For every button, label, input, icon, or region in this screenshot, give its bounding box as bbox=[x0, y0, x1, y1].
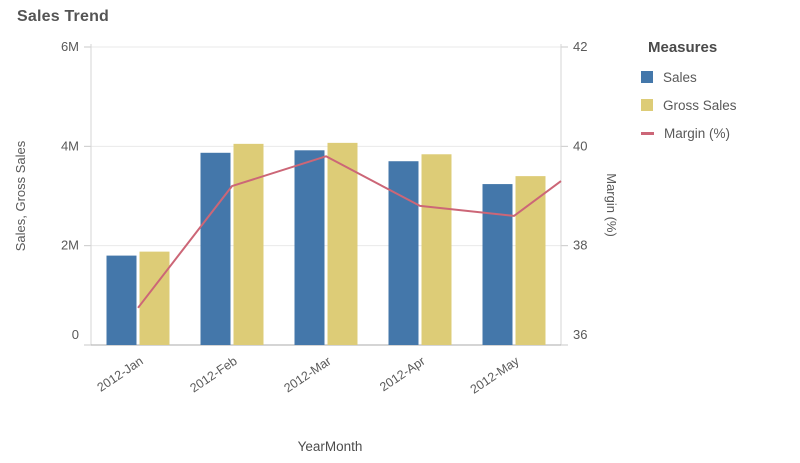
legend-item-margin[interactable]: Margin (%) bbox=[641, 125, 737, 141]
bar-sales-2012-Mar[interactable] bbox=[294, 150, 325, 345]
right-axis-tick-label: 42 bbox=[573, 39, 587, 54]
legend-item-gross-sales[interactable]: Gross Sales bbox=[641, 97, 737, 113]
left-axis-tick-label: 0 bbox=[72, 327, 79, 342]
x-tick-label-2012-Jan[interactable]: 2012-Jan bbox=[95, 354, 146, 395]
bar-sales-2012-Jan[interactable] bbox=[106, 255, 137, 345]
bar-gross-sales-2012-Feb[interactable] bbox=[233, 143, 264, 345]
right-axis-tick-label: 38 bbox=[573, 238, 587, 253]
chart-title: Sales Trend bbox=[17, 8, 110, 25]
margin-line[interactable] bbox=[137, 155, 562, 309]
bar-gross-sales-2012-May[interactable] bbox=[515, 176, 546, 345]
right-axis-title: Margin (%) bbox=[604, 173, 619, 237]
legend-label-sales: Sales bbox=[663, 69, 697, 85]
left-axis-tick-label: 4M bbox=[61, 138, 79, 153]
sales-color-swatch bbox=[641, 71, 653, 83]
bar-gross-sales-2012-Mar[interactable] bbox=[327, 142, 358, 345]
left-axis-title: Sales, Gross Sales bbox=[13, 140, 28, 251]
x-tick-label-2012-May[interactable]: 2012-May bbox=[468, 353, 523, 396]
x-tick-label-2012-Mar[interactable]: 2012-Mar bbox=[281, 354, 333, 396]
bar-sales-2012-Feb[interactable] bbox=[200, 152, 231, 345]
gross-sales-color-swatch bbox=[641, 99, 653, 111]
legend-item-sales[interactable]: Sales bbox=[641, 69, 737, 85]
left-axis-tick-label: 2M bbox=[61, 238, 79, 253]
bar-sales-2012-Apr[interactable] bbox=[388, 161, 419, 345]
legend-label-margin: Margin (%) bbox=[664, 125, 731, 141]
left-axis-tick-label: 6M bbox=[61, 39, 79, 54]
x-axis-title: YearMonth bbox=[298, 439, 363, 454]
legend: Measures Sales Gross Sales Margin (%) bbox=[641, 39, 737, 154]
legend-title: Measures bbox=[648, 39, 718, 56]
bar-sales-2012-May[interactable] bbox=[482, 184, 513, 345]
legend-label-gross-sales: Gross Sales bbox=[663, 97, 737, 113]
right-axis-tick-label: 36 bbox=[573, 327, 587, 342]
right-axis-tick-label: 40 bbox=[573, 138, 587, 153]
x-tick-label-2012-Feb[interactable]: 2012-Feb bbox=[187, 354, 239, 396]
x-tick-label-2012-Apr[interactable]: 2012-Apr bbox=[377, 354, 427, 394]
bar-gross-sales-2012-Apr[interactable] bbox=[421, 154, 452, 345]
margin-line-swatch bbox=[641, 131, 654, 135]
bar-gross-sales-2012-Jan[interactable] bbox=[139, 251, 170, 345]
